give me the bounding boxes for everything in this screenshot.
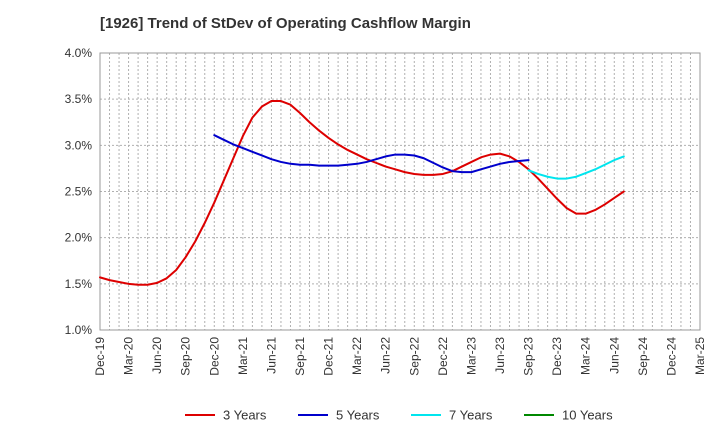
x-tick-label: Jun-22: [379, 337, 393, 374]
x-tick-label: Dec-19: [93, 337, 107, 376]
y-axis-ticks: 1.0% 1.5% 2.0% 2.5% 3.0% 3.5% 4.0%: [65, 46, 93, 337]
y-tick-label: 4.0%: [65, 46, 93, 60]
x-tick-label: Jun-24: [607, 337, 621, 374]
legend-label: 7 Years: [449, 408, 493, 423]
legend-label: 5 Years: [336, 408, 380, 423]
y-tick-label: 3.5%: [65, 92, 93, 106]
chart-title: [1926] Trend of StDev of Operating Cashf…: [100, 15, 471, 32]
legend-label: 3 Years: [223, 408, 267, 423]
x-tick-label: Jun-20: [150, 337, 164, 374]
x-tick-label: Sep-22: [407, 337, 421, 376]
plot-frame: [99, 52, 701, 331]
x-tick-label: Mar-25: [693, 337, 707, 375]
y-tick-label: 2.5%: [65, 185, 93, 199]
series-line-7-years: [527, 155, 625, 180]
legend: 3 Years 5 Years 7 Years 10 Years: [185, 408, 613, 423]
x-tick-label: Sep-20: [179, 337, 193, 376]
series-layer: [99, 100, 625, 286]
x-tick-label: Mar-21: [236, 337, 250, 375]
y-tick-label: 1.5%: [65, 277, 93, 291]
x-tick-label: Mar-22: [350, 337, 364, 375]
series-line-3-years: [99, 100, 625, 286]
x-tick-label: Sep-23: [522, 337, 536, 376]
x-tick-label: Mar-20: [122, 337, 136, 375]
plot-area: [99, 52, 701, 331]
x-tick-label: Sep-21: [293, 337, 307, 376]
x-tick-label: Jun-21: [264, 337, 278, 374]
x-tick-label: Dec-20: [207, 337, 221, 376]
x-tick-label: Sep-24: [636, 337, 650, 376]
y-tick-label: 1.0%: [65, 323, 93, 337]
x-axis-ticks: Dec-19 Mar-20 Jun-20 Sep-20 Dec-20 Mar-21 Jun-…: [93, 337, 707, 376]
y-tick-label: 2.0%: [65, 231, 93, 245]
x-tick-label: Dec-21: [322, 337, 336, 376]
x-tick-label: Mar-23: [464, 337, 478, 375]
x-tick-label: Dec-23: [550, 337, 564, 376]
x-tick-label: Jun-23: [493, 337, 507, 374]
legend-label: 10 Years: [562, 408, 613, 423]
x-tick-label: Mar-24: [579, 337, 593, 375]
x-tick-label: Dec-24: [664, 337, 678, 376]
y-tick-label: 3.0%: [65, 138, 93, 152]
series-line-5-years: [213, 134, 530, 174]
x-tick-label: Dec-22: [436, 337, 450, 376]
